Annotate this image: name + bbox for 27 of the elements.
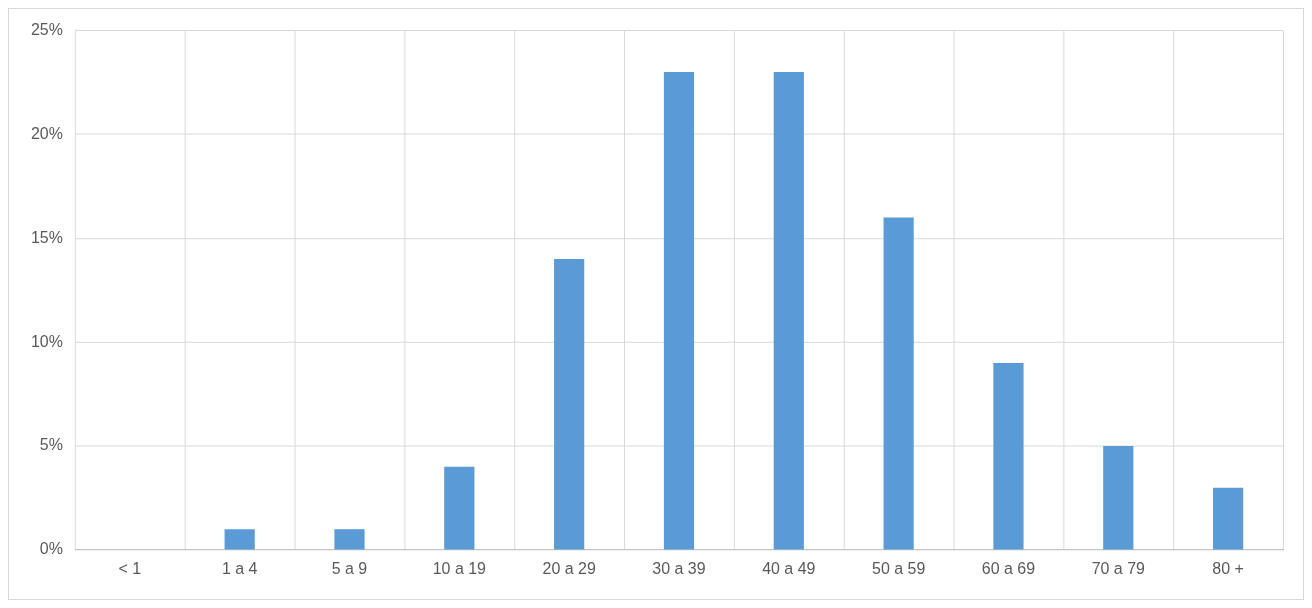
bar	[663, 72, 695, 550]
x-tick-label: 80 +	[1212, 559, 1244, 577]
bar	[224, 529, 255, 550]
bar	[1213, 487, 1244, 550]
x-tick-label: 10 a 19	[432, 559, 487, 577]
bar	[334, 529, 365, 550]
x-tick-label: 30 a 39	[652, 559, 706, 577]
bar	[1103, 446, 1134, 550]
y-tick-label: 20%	[30, 124, 63, 142]
bar	[883, 217, 914, 550]
x-tick-label: 50 a 59	[871, 559, 926, 577]
x-tick-label: 60 a 69	[981, 559, 1036, 577]
bar	[444, 466, 475, 550]
y-tick-label: 25%	[30, 20, 63, 38]
x-tick-label: 20 a 29	[542, 559, 596, 577]
bar	[554, 259, 585, 550]
y-tick-label: 0%	[39, 540, 63, 558]
bar	[993, 362, 1024, 550]
x-tick-label: < 1	[118, 559, 142, 577]
x-tick-label: 70 a 79	[1091, 559, 1146, 577]
y-tick-label: 10%	[30, 332, 63, 350]
x-tick-label: 1 a 4	[221, 559, 258, 577]
x-tick-label: 5 a 9	[331, 559, 368, 577]
y-tick-label: 5%	[39, 436, 63, 454]
bar	[773, 72, 804, 550]
x-tick-label: 40 a 49	[762, 559, 816, 577]
y-tick-label: 15%	[30, 228, 63, 246]
